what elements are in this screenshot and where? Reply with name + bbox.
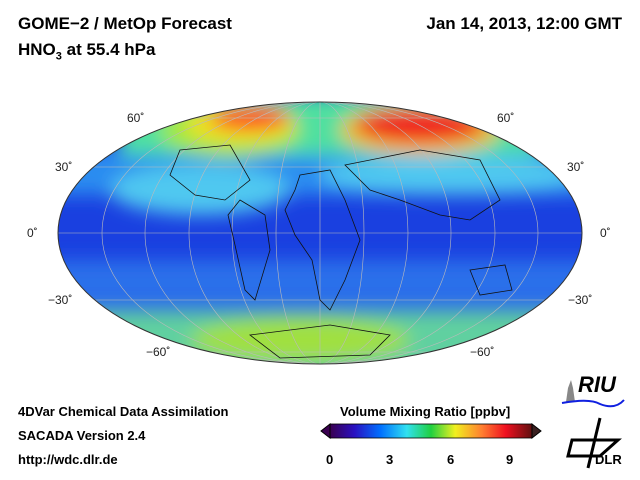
lat-label-60n-right: 60˚	[497, 111, 515, 125]
lat-label-30s-left: −30˚	[48, 293, 73, 307]
map-subtitle: HNO3 at 55.4 hPa	[18, 40, 155, 62]
lat-label-0-left: 0˚	[27, 226, 38, 240]
riu-logo-text: RIU	[578, 372, 616, 397]
lat-label-60s-right: −60˚	[470, 345, 495, 359]
lat-label-30n-right: 30˚	[567, 160, 585, 174]
dlr-logo-icon	[566, 417, 622, 469]
lat-label-60s-left: −60˚	[146, 345, 171, 359]
colorbar-tick-6: 6	[447, 452, 455, 467]
forecast-datetime: Jan 14, 2013, 12:00 GMT	[426, 14, 622, 33]
pressure-level: at 55.4 hPa	[61, 40, 156, 59]
dlr-logo-text: DLR	[595, 452, 622, 467]
colorbar	[329, 423, 533, 439]
riu-logo-icon	[561, 380, 625, 408]
lat-label-30s-right: −30˚	[568, 293, 593, 307]
lat-label-0-right: 0˚	[600, 226, 611, 240]
map-field	[58, 102, 582, 364]
colorbar-max-extension	[531, 422, 542, 440]
map-title: GOME−2 / MetOp Forecast	[18, 14, 232, 33]
footer-line2: SACADA Version 2.4	[18, 428, 146, 443]
colorbar-tick-0: 0	[326, 452, 334, 467]
lat-label-60n-left: 60˚	[127, 111, 145, 125]
colorbar-tick-3: 3	[386, 452, 394, 467]
species: HNO	[18, 40, 56, 59]
footer-line1: 4DVar Chemical Data Assimilation	[18, 404, 229, 419]
colorbar-min-extension	[320, 422, 331, 440]
footer-url[interactable]: http://wdc.dlr.de	[18, 452, 118, 467]
colorbar-title: Volume Mixing Ratio [ppbv]	[340, 404, 511, 419]
colorbar-tick-9: 9	[506, 452, 514, 467]
coastlines	[169, 144, 513, 359]
lat-label-30n-left: 30˚	[55, 160, 73, 174]
species-subscript: 3	[55, 50, 62, 63]
